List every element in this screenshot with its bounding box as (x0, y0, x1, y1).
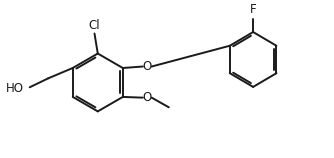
Text: F: F (250, 3, 257, 16)
Text: HO: HO (5, 82, 23, 94)
Text: Cl: Cl (89, 19, 100, 32)
Text: O: O (143, 91, 152, 104)
Text: O: O (143, 60, 152, 73)
